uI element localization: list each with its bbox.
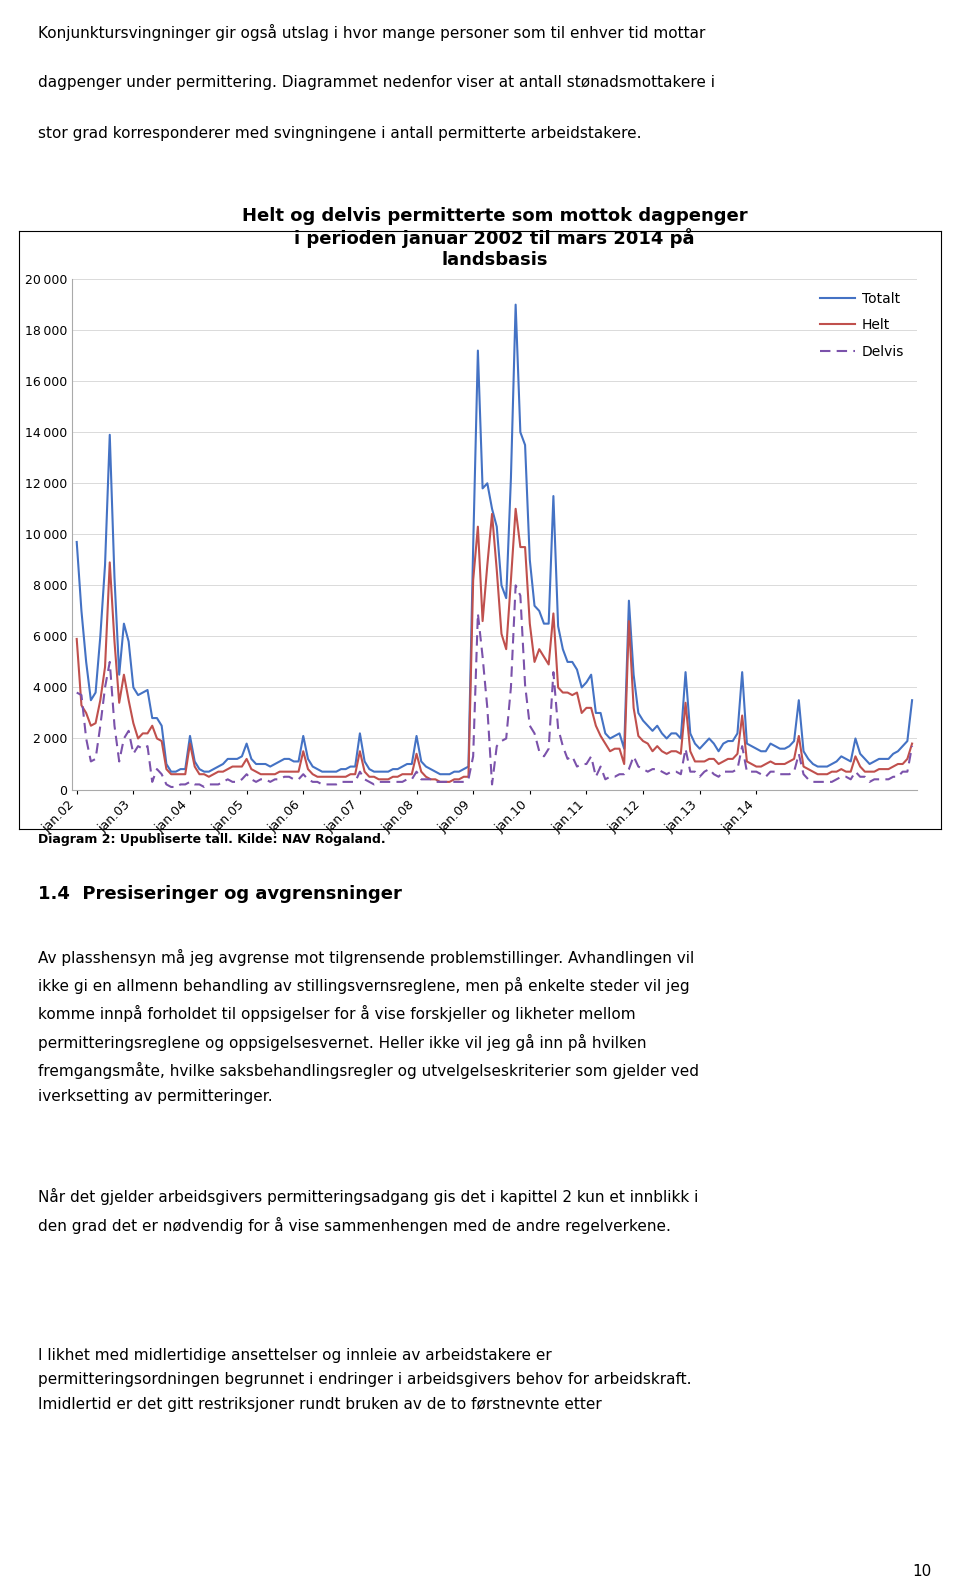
- Text: Av plasshensyn må jeg avgrense mot tilgrensende problemstillinger. Avhandlingen : Av plasshensyn må jeg avgrense mot tilgr…: [38, 949, 700, 1104]
- Helt: [864, 762, 876, 782]
- Helt: [756, 758, 767, 777]
- Delvis: [71, 683, 83, 702]
- Helt: [71, 630, 83, 649]
- Text: I likhet med midlertidige ansettelser og innleie av arbeidstakere er
permitterin: I likhet med midlertidige ansettelser og…: [38, 1348, 692, 1412]
- Delvis: [212, 775, 224, 794]
- Delvis: [864, 772, 876, 791]
- Delvis: [510, 576, 521, 595]
- Text: 1.4  Presiseringer og avgrensninger: 1.4 Presiseringer og avgrensninger: [38, 885, 402, 903]
- Totalt: [510, 295, 521, 314]
- Totalt: [71, 533, 83, 552]
- Text: Når det gjelder arbeidsgivers permitteringsadgang gis det i kapittel 2 kun et in: Når det gjelder arbeidsgivers permitteri…: [38, 1188, 699, 1233]
- Helt: [906, 734, 918, 753]
- Delvis: [165, 777, 177, 796]
- Line: Totalt: Totalt: [77, 305, 912, 774]
- Helt: [510, 499, 521, 518]
- Delvis: [647, 759, 659, 778]
- Helt: [364, 767, 375, 786]
- Text: 10: 10: [912, 1565, 931, 1579]
- Line: Helt: Helt: [77, 509, 912, 782]
- Totalt: [864, 754, 876, 774]
- Helt: [434, 772, 445, 791]
- Totalt: [434, 764, 445, 783]
- Helt: [487, 504, 498, 523]
- Text: Konjunktursvingninger gir også utslag i hvor mange personer som til enhver tid m: Konjunktursvingninger gir også utslag i …: [38, 24, 706, 41]
- Totalt: [487, 499, 498, 518]
- Delvis: [487, 775, 498, 794]
- Text: dagpenger under permittering. Diagrammet nedenfor viser at antall stønadsmottake: dagpenger under permittering. Diagrammet…: [38, 75, 715, 89]
- Delvis: [906, 737, 918, 756]
- Legend: Totalt, Helt, Delvis: Totalt, Helt, Delvis: [815, 286, 910, 364]
- Text: stor grad korresponderer med svingningene i antall permitterte arbeidstakere.: stor grad korresponderer med svingningen…: [38, 126, 642, 140]
- Delvis: [369, 775, 380, 794]
- Totalt: [756, 742, 767, 761]
- Totalt: [906, 691, 918, 710]
- Text: Diagram 2: Upubliserte tall. Kilde: NAV Rogaland.: Diagram 2: Upubliserte tall. Kilde: NAV …: [38, 833, 386, 845]
- Delvis: [756, 764, 767, 783]
- Totalt: [647, 721, 659, 740]
- Helt: [647, 742, 659, 761]
- Line: Delvis: Delvis: [77, 585, 912, 786]
- Totalt: [207, 759, 219, 778]
- Totalt: [364, 759, 375, 778]
- Title: Helt og delvis permitterte som mottok dagpenger
i perioden januar 2002 til mars : Helt og delvis permitterte som mottok da…: [242, 207, 747, 270]
- Helt: [207, 764, 219, 783]
